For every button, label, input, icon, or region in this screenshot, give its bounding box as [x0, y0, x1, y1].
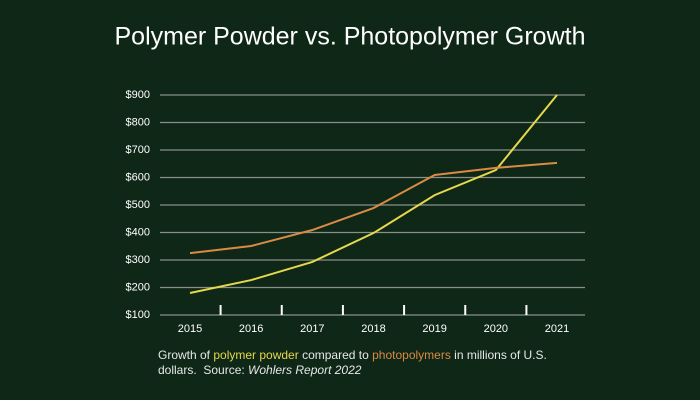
- caption: Growth of polymer powder compared to pho…: [158, 348, 548, 378]
- x-tick-label: 2018: [361, 323, 385, 335]
- y-tick-label: $800: [126, 116, 150, 128]
- caption-text: in millions of U.S. dollars. Source:: [158, 348, 551, 377]
- x-tick-label: 2020: [484, 323, 508, 335]
- series-line: [189, 161, 558, 255]
- series-line: [189, 94, 558, 294]
- x-tick-label: 2015: [178, 323, 202, 335]
- y-tick-label: $900: [126, 89, 150, 101]
- caption-series: photopolymers: [372, 348, 451, 362]
- x-tick-label: 2016: [239, 323, 263, 335]
- x-tick-label: 2021: [545, 323, 569, 335]
- caption-series: polymer powder: [213, 348, 299, 362]
- y-tick-label: $500: [126, 199, 150, 211]
- y-tick-label: $200: [126, 281, 150, 293]
- y-tick-label: $400: [126, 226, 150, 238]
- x-tick-label: 2017: [300, 323, 324, 335]
- caption-text: Growth of: [158, 348, 214, 362]
- caption-text: compared to: [298, 348, 373, 362]
- x-tick-label: 2019: [422, 323, 446, 335]
- caption-source: Wohlers Report 2022: [248, 363, 362, 377]
- y-tick-label: $300: [126, 254, 150, 266]
- y-tick-label: $100: [126, 309, 150, 321]
- y-tick-label: $600: [126, 171, 150, 183]
- y-tick-label: $700: [126, 144, 150, 156]
- chart-title: Polymer Powder vs. Photopolymer Growth: [114, 23, 585, 51]
